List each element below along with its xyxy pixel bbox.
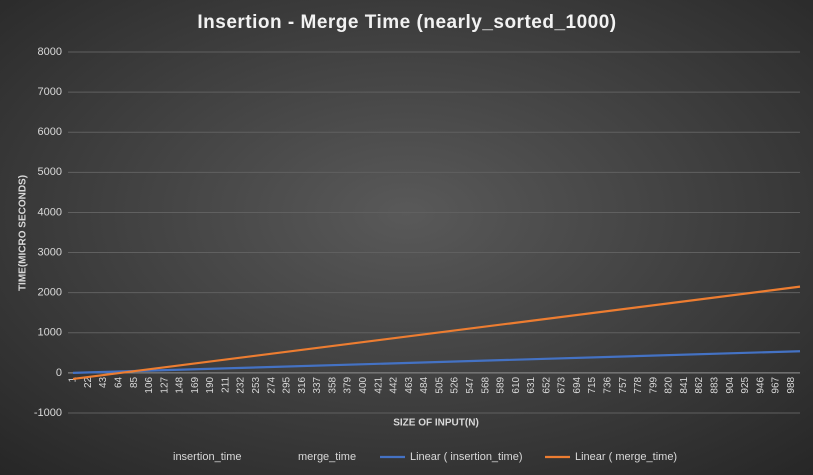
y-tick-label: 5000 [38, 166, 62, 178]
x-tick-label: 589 [496, 376, 507, 393]
trend-line [72, 285, 801, 380]
x-tick-label: 736 [603, 376, 614, 393]
x-tick-label: 652 [541, 376, 552, 393]
x-tick-label: 778 [633, 376, 644, 393]
x-tick-label: 211 [220, 376, 231, 392]
x-tick-label: 673 [557, 376, 568, 393]
x-tick-label: 547 [465, 376, 476, 393]
y-tick-label: 7000 [38, 86, 62, 98]
x-tick-label: 442 [389, 376, 400, 393]
x-tick-label: 358 [327, 376, 338, 393]
x-tick-label: 526 [450, 376, 461, 393]
x-tick-label: 967 [771, 376, 782, 393]
x-tick-label: 883 [709, 376, 720, 393]
legend-label: insertion_time [173, 451, 241, 463]
x-axis-title: SIZE OF INPUT(N) [393, 418, 479, 429]
legend-label: Linear ( merge_time) [575, 451, 677, 463]
x-tick-label: 169 [190, 376, 201, 393]
x-tick-label: 757 [618, 376, 629, 393]
x-tick-label: 43 [98, 376, 109, 388]
x-tick-label: 631 [526, 376, 537, 393]
x-tick-label: 421 [373, 376, 384, 393]
x-tick-label: 988 [786, 376, 797, 393]
y-tick-label: 1000 [38, 327, 62, 339]
y-tick-label: 0 [56, 367, 62, 379]
y-tick-label: 6000 [38, 126, 62, 138]
trend-line [72, 350, 801, 374]
x-tick-label: 337 [312, 376, 323, 393]
x-tick-label: 715 [587, 376, 598, 393]
x-tick-label: 505 [434, 376, 445, 393]
x-tick-label: 610 [511, 376, 522, 393]
x-tick-label: 463 [404, 376, 415, 393]
x-tick-label: 946 [755, 376, 766, 393]
x-tick-label: 190 [205, 376, 216, 393]
x-tick-label: 862 [694, 376, 705, 393]
x-tick-label: 274 [266, 376, 277, 393]
x-tick-label: 148 [175, 376, 186, 393]
x-tick-label: 316 [297, 376, 308, 393]
y-tick-label: 2000 [38, 287, 62, 299]
x-tick-label: 841 [679, 376, 690, 393]
x-tick-label: 295 [282, 376, 293, 393]
x-tick-label: 253 [251, 376, 262, 393]
x-tick-label: 568 [480, 376, 491, 393]
x-tick-label: 904 [725, 376, 736, 393]
legend-label: Linear ( insertion_time) [410, 451, 523, 463]
x-tick-label: 820 [664, 376, 675, 393]
x-tick-label: 694 [572, 376, 583, 393]
x-tick-label: 925 [740, 376, 751, 393]
y-tick-label: -1000 [34, 407, 62, 419]
x-tick-label: 22 [83, 376, 94, 388]
x-tick-label: 799 [648, 376, 659, 393]
legend-label: merge_time [298, 451, 356, 463]
chart-title: Insertion - Merge Time (nearly_sorted_10… [197, 12, 616, 33]
x-tick-label: 85 [129, 376, 140, 388]
y-tick-label: 8000 [38, 46, 62, 58]
x-tick-label: 64 [113, 376, 124, 388]
x-tick-label: 484 [419, 376, 430, 393]
x-tick-label: 127 [159, 376, 170, 393]
y-axis-title: TIME(MICRO SECONDS) [18, 175, 29, 291]
x-tick-label: 379 [343, 376, 354, 393]
y-tick-label: 4000 [38, 206, 62, 218]
x-tick-label: 232 [236, 376, 247, 393]
y-tick-label: 3000 [38, 246, 62, 258]
x-tick-label: 400 [358, 376, 369, 393]
x-tick-label: 106 [144, 376, 155, 393]
